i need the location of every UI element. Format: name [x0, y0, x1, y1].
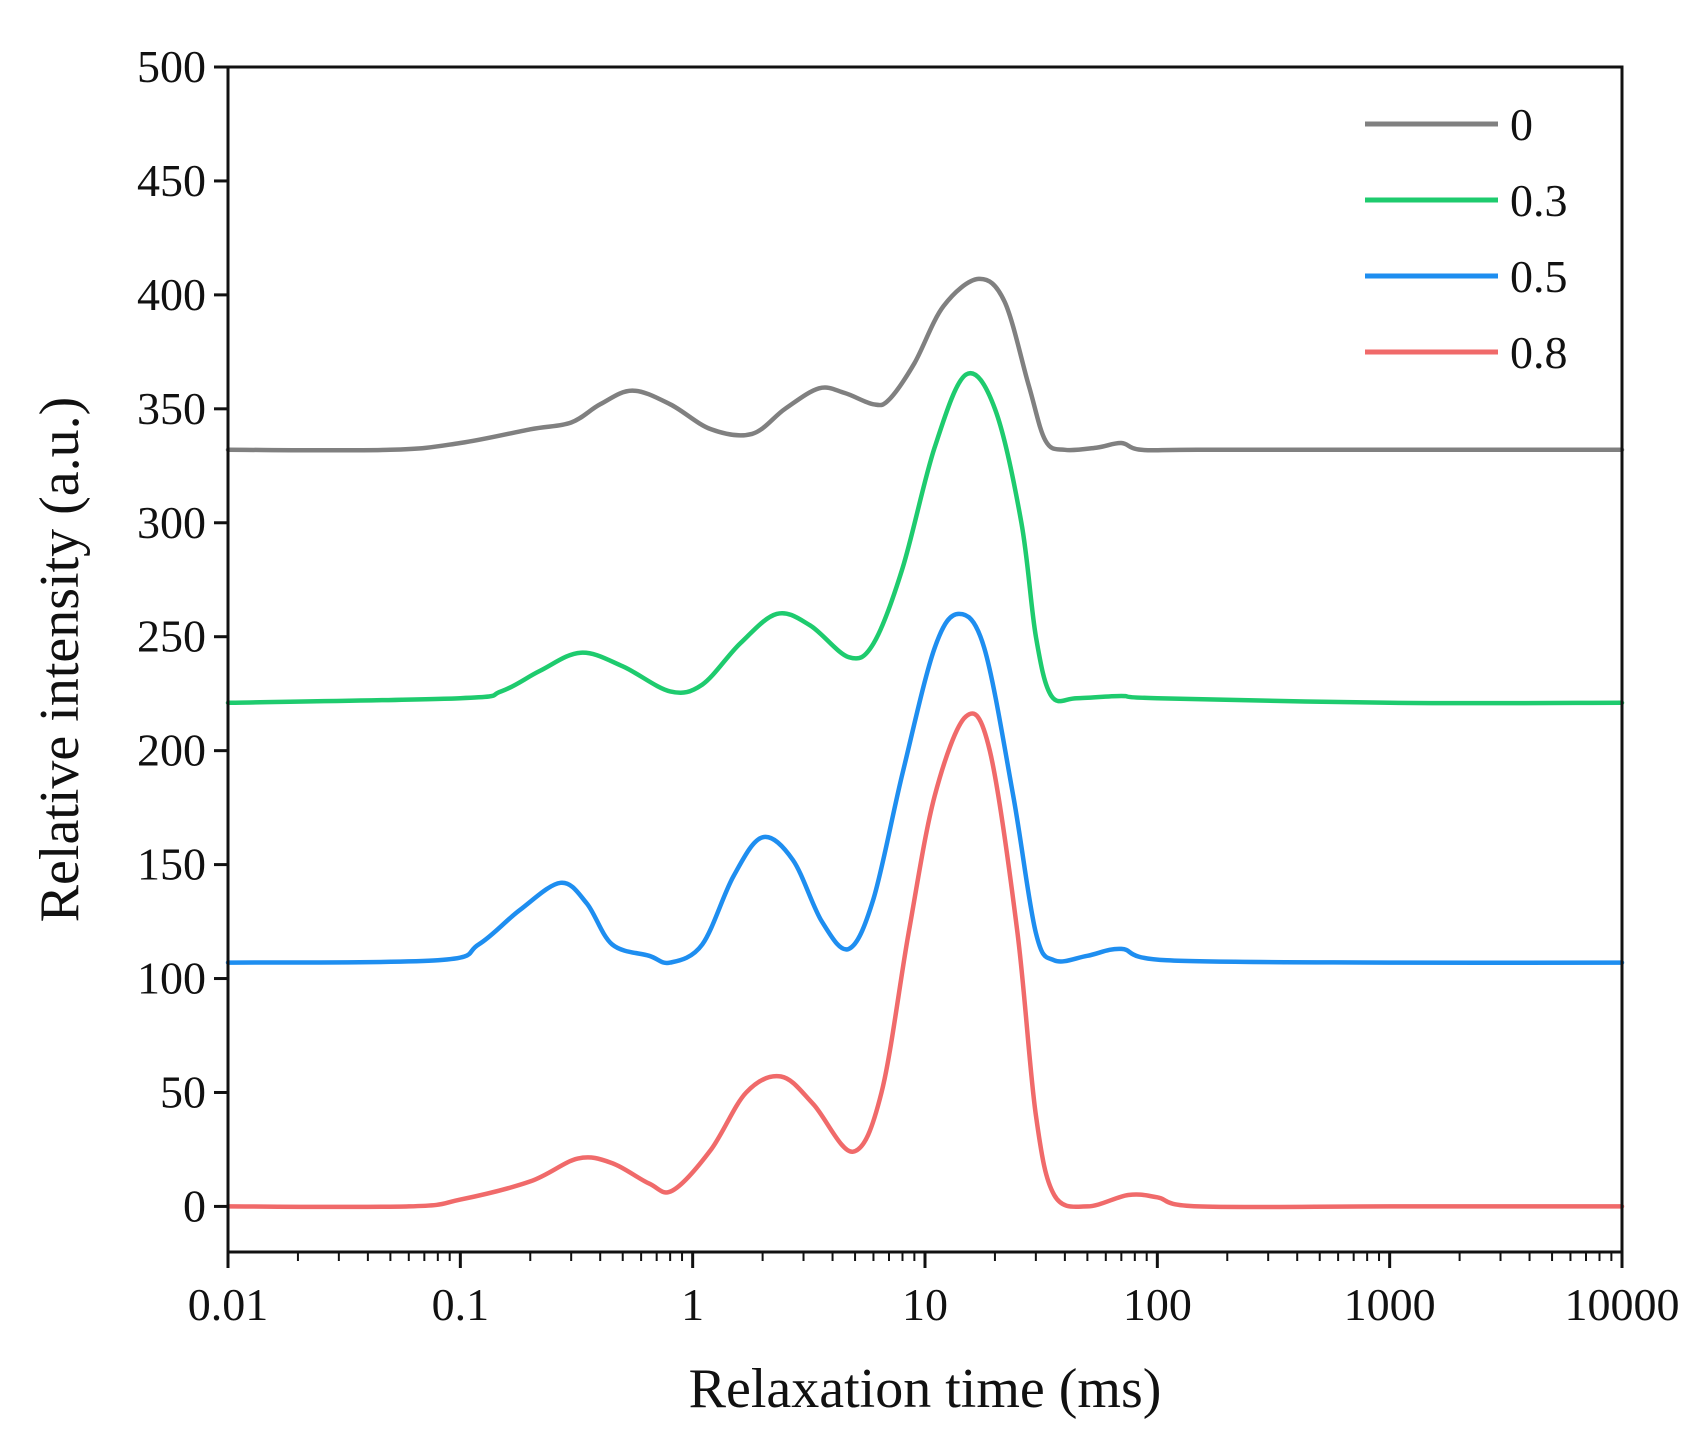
series-line-0-5	[225, 611, 1625, 966]
x-tick-label: 0.01	[188, 1279, 269, 1330]
x-axis: 0.01 0.1 1 10 100 1000 10000	[188, 1252, 1680, 1330]
x-tick-label: 1	[681, 1279, 704, 1330]
legend: 0 0.3 0.5 0.8	[1365, 99, 1568, 378]
y-axis-title: Relative intensity (a.u.)	[29, 397, 91, 923]
series-line-0	[225, 276, 1625, 453]
legend-label: 0.3	[1510, 175, 1568, 226]
plot-lines	[225, 276, 1625, 1210]
y-tick-label: 50	[160, 1066, 206, 1117]
y-tick-label: 350	[137, 383, 206, 434]
y-axis: 0 50 100 150 200 250 300 350 400 450 500	[137, 41, 228, 1231]
y-tick-label: 400	[137, 269, 206, 320]
x-tick-label: 100	[1123, 1279, 1192, 1330]
y-tick-label: 250	[137, 611, 206, 662]
legend-label: 0.8	[1510, 327, 1568, 378]
legend-label: 0.5	[1510, 251, 1568, 302]
x-tick-label: 0.1	[432, 1279, 490, 1330]
x-axis-title: Relaxation time (ms)	[689, 1358, 1162, 1420]
x-tick-label: 10000	[1565, 1279, 1680, 1330]
y-tick-label: 100	[137, 953, 206, 1004]
y-tick-label: 450	[137, 155, 206, 206]
y-tick-label: 150	[137, 839, 206, 890]
legend-label: 0	[1510, 99, 1533, 150]
x-tick-label: 10	[902, 1279, 948, 1330]
y-tick-label: 500	[137, 41, 206, 92]
y-tick-label: 200	[137, 725, 206, 776]
y-tick-label: 0	[183, 1180, 206, 1231]
series-line-0-3	[225, 370, 1625, 706]
series-line-0-8	[225, 711, 1625, 1210]
y-tick-label: 300	[137, 497, 206, 548]
x-tick-label: 1000	[1344, 1279, 1436, 1330]
